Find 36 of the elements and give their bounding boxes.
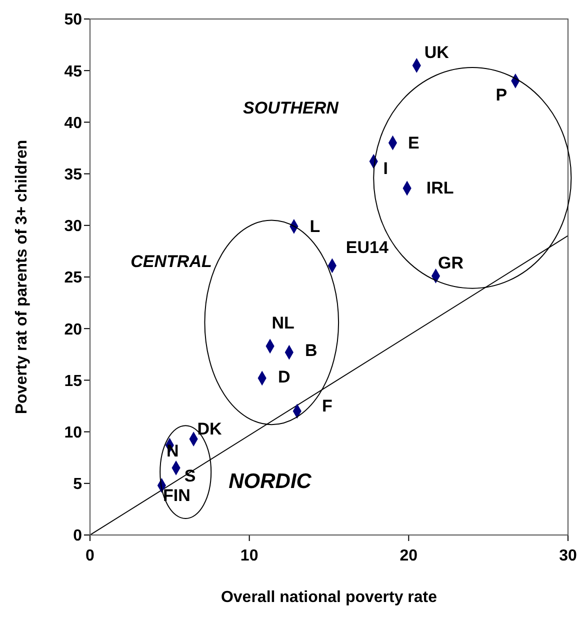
annotation: D <box>278 368 290 387</box>
y-axis-title: Poverty rat of parents of 3+ children <box>14 140 30 414</box>
annotation: IRL <box>426 178 454 198</box>
y-tick-label: 10 <box>64 424 82 442</box>
annotation: GR <box>438 253 464 272</box>
y-tick-label: 5 <box>73 476 82 494</box>
annotation: DK <box>197 420 223 439</box>
x-tick-label: 10 <box>240 547 258 564</box>
annotation: F <box>322 396 332 416</box>
y-tick-label: 50 <box>64 12 82 29</box>
annotation: EU14 <box>346 238 389 258</box>
annotation: SOUTHERN <box>243 98 340 118</box>
y-tick-label: 0 <box>73 528 82 545</box>
annotation: I <box>383 158 388 178</box>
annotation: CENTRAL <box>130 252 212 272</box>
x-tick-label: 0 <box>86 547 95 564</box>
annotation: B <box>305 340 318 360</box>
annotation: NORDIC <box>228 470 312 493</box>
annotation: P <box>496 85 508 104</box>
annotation: S <box>184 466 196 486</box>
annotation: FIN <box>163 486 190 505</box>
x-tick-label: 20 <box>400 547 418 564</box>
annotation: UK <box>424 42 450 62</box>
y-tick-label: 45 <box>64 63 82 80</box>
y-tick-label: 20 <box>64 321 82 338</box>
y-tick-label: 35 <box>64 166 82 184</box>
annotation: N <box>166 442 179 461</box>
annotation: L <box>310 216 320 236</box>
y-tick-label: 30 <box>64 218 82 236</box>
x-axis-title: Overall national poverty rate <box>220 589 438 606</box>
x-tick-label: 30 <box>559 547 577 564</box>
annotation: NL <box>272 314 294 333</box>
y-tick-label: 15 <box>64 372 82 390</box>
y-tick-label: 25 <box>64 270 82 287</box>
annotation: E <box>408 133 420 152</box>
y-tick-label: 40 <box>64 114 82 132</box>
